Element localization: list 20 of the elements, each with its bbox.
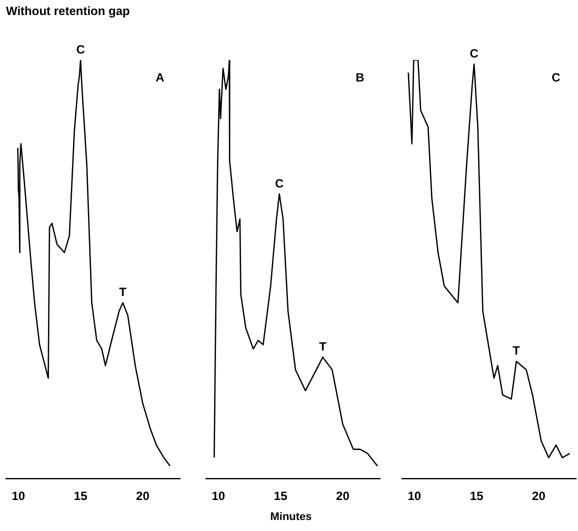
x-tick-label: 15 (470, 489, 484, 504)
x-tick-label: 15 (274, 489, 288, 504)
x-tick-label: 15 (74, 489, 88, 504)
x-tick-label: 10 (212, 489, 226, 504)
annotation: T (119, 285, 128, 300)
x-axis-title: Minutes (269, 511, 313, 523)
annotation: T (319, 340, 328, 354)
x-tick-label: 10 (408, 489, 422, 504)
x-tick-label: 20 (336, 489, 350, 504)
annotation: T (512, 344, 521, 358)
x-tick-label: 10 (12, 489, 26, 504)
chart-title: Without retention gap (6, 4, 130, 18)
annotation: A (156, 70, 165, 84)
x-tick-label: 20 (532, 489, 546, 504)
annotation: C (274, 176, 284, 190)
annotation: C (552, 70, 561, 84)
annotation: C (76, 42, 86, 56)
annotation: C (470, 46, 479, 60)
annotation: B (356, 70, 365, 84)
x-tick-label: 20 (136, 489, 150, 504)
